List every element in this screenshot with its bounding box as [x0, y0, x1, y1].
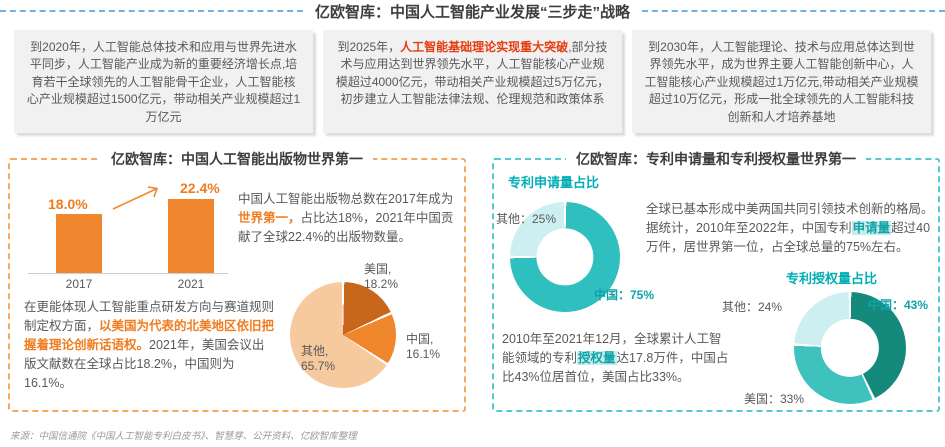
box-2025-pre: 到2025年， [337, 40, 401, 54]
publications-pie [290, 282, 396, 388]
donut-hole [820, 318, 880, 378]
patent-application-donut-title: 专利申请量占比 [508, 175, 600, 190]
grant-donut-label-other: 其他：24% [722, 300, 783, 314]
bar-value-2021: 22.4% [180, 180, 220, 196]
pub-p2-highlight: 以美国为代表的北美地区依旧把握着理论创新话语权。 [24, 319, 275, 352]
patents-paragraph-2: 2010年至2021年12月，全球累计人工智能领域的专利授权量达17.8万件，中… [502, 330, 732, 387]
bar-2017 [56, 214, 102, 273]
pie-label-other-name: 其他, [301, 344, 329, 358]
main-title-row: 亿欧智库：中国人工智能产业发展“三步走”战略 [0, 0, 945, 22]
bar-axis-area [28, 174, 228, 274]
strategy-box-2030: 到2030年，人工智能理论、技术与应用总体达到世界领先水平，成为世界主要人工智能… [632, 30, 931, 133]
growth-arrow-icon [112, 186, 159, 210]
strategy-boxes-row: 到2020年，人工智能总体技术和应用与世界先进水平同步，人工智能产业成为新的重要… [14, 30, 931, 133]
pub-p1-post: 占比达18%，2021年中国贡献了全球22.4%的出版物数量。 [238, 211, 454, 244]
box-2020-text: 到2020年，人工智能总体技术和应用与世界先进水平同步，人工智能产业成为新的重要… [26, 40, 301, 124]
title-dash-right [642, 10, 945, 12]
pat-p1-post: 超过40万件，居世界第一位，占全球总量的75%左右。 [646, 221, 931, 254]
pie-label-us: 美国, 18.2% [364, 262, 398, 292]
pie-label-us-name: 美国, [364, 262, 392, 276]
publications-bar-chart: 18.0% 22.4% 2017 2021 [28, 174, 236, 296]
pub-p2-pre: 在更能体现人工智能重点研发方向与赛道规则制定权方面， [24, 300, 275, 333]
publications-paragraph-2: 在更能体现人工智能重点研发方向与赛道规则制定权方面，以美国为代表的北美地区依旧把… [24, 298, 276, 393]
box-2030-text: 到2030年，人工智能理论、技术与应用总体达到世界领先水平，成为世界主要人工智能… [644, 40, 919, 124]
patents-section: 亿欧智库：专利申请量和专利授权量世界第一 专利申请量占比 其他：25% 中国：7… [492, 149, 940, 412]
patent-grant-donut-title: 专利授权量占比 [786, 271, 878, 286]
pie-label-china-name: 中国, [406, 332, 434, 346]
pie-label-other-value: 65.7% [301, 359, 336, 373]
box-2025-post: ,部分技术与应用达到世界领先水平，人工智能核心产业规模超过4000亿元，带动相关… [335, 40, 610, 107]
pie-label-other: 其他, 65.7% [301, 344, 335, 374]
bar-label-2021: 2021 [177, 277, 205, 291]
pat-p2-pre: 2010年至2021年12月，全球累计人工智能领域的专利 [502, 332, 722, 365]
publications-section-title: 亿欧智库：中国人工智能出版物世界第一 [101, 149, 373, 169]
pat-p2-highlight: 授权量 [577, 351, 617, 365]
publications-paragraph-1: 中国人工智能出版物总数在2017年成为世界第一，占比达18%，2021年中国贡献… [238, 190, 462, 247]
box-2025-highlight: 人工智能基础理论实现重大突破 [400, 40, 569, 54]
pat-p1-highlight: 申请量 [851, 221, 892, 235]
app-donut-label-china: 中国：75% [594, 288, 655, 302]
strategy-box-2020: 到2020年，人工智能总体技术和应用与世界先进水平同步，人工智能产业成为新的重要… [14, 30, 313, 133]
title-dash-left [0, 10, 303, 12]
pie-label-china-value: 16.1% [406, 347, 441, 361]
publications-section: 亿欧智库：中国人工智能出版物世界第一 18.0% 22.4% 2017 2021… [8, 149, 466, 412]
patents-section-title: 亿欧智库：专利申请量和专利授权量世界第一 [566, 149, 866, 169]
patent-application-donut [510, 202, 620, 312]
patents-paragraph-1: 全球已基本形成中美两国共同引领技术创新的格局。据统计，2010年至2022年，中… [646, 200, 936, 257]
pat-p1-pre: 全球已基本形成中美两国共同引领技术创新的格局。据统计，2010年至2022年，中… [646, 202, 934, 235]
grant-donut-label-us: 美国：33% [744, 392, 805, 406]
pie-label-china: 中国, 16.1% [406, 332, 440, 362]
app-donut-label-other: 其他：25% [496, 212, 557, 226]
pub-p2-post: 2021年，美国会议出版文献数在全球占比18.2%，中国则为16.1%。 [24, 338, 265, 390]
bar-value-2017: 18.0% [48, 196, 88, 212]
bar-2021 [168, 199, 214, 273]
strategy-box-2025: 到2025年，人工智能基础理论实现重大突破,部分技术与应用达到世界领先水平，人工… [323, 30, 622, 133]
pub-p1-highlight: 世界第一， [238, 211, 301, 225]
donut-hole [536, 228, 594, 286]
bar-label-2017: 2017 [65, 277, 93, 291]
page-title: 亿欧智库：中国人工智能产业发展“三步走”战略 [315, 3, 631, 21]
pub-p1-pre: 中国人工智能出版物总数在2017年成为 [238, 192, 454, 206]
pat-p2-post: 达17.8万件，中国占比43%位居首位，美国占比33%。 [502, 351, 729, 384]
patent-grant-donut [794, 292, 906, 404]
pie-label-us-value: 18.2% [364, 277, 399, 291]
grant-donut-label-china: 中国：43% [868, 298, 929, 312]
source-note: 来源：中国信通院《中国人工智能专利白皮书》、智慧芽、公开资料、亿欧智库整理 [10, 431, 357, 442]
